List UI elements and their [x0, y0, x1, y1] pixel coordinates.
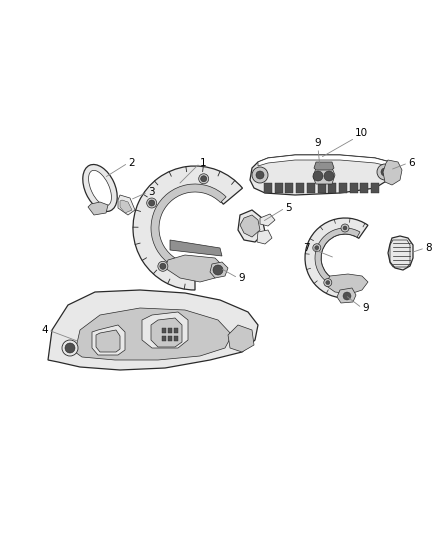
- Polygon shape: [151, 318, 182, 347]
- Polygon shape: [264, 183, 272, 193]
- Polygon shape: [328, 183, 336, 193]
- Polygon shape: [313, 168, 335, 184]
- Polygon shape: [314, 162, 334, 170]
- Polygon shape: [307, 183, 315, 193]
- Polygon shape: [168, 328, 172, 333]
- Circle shape: [147, 198, 157, 208]
- Text: 10: 10: [355, 128, 368, 138]
- Circle shape: [343, 226, 347, 230]
- Circle shape: [256, 171, 264, 179]
- Text: 7: 7: [304, 243, 310, 253]
- Polygon shape: [48, 290, 258, 370]
- Polygon shape: [174, 328, 178, 333]
- Polygon shape: [120, 200, 132, 213]
- Circle shape: [201, 176, 207, 182]
- Polygon shape: [240, 215, 260, 237]
- Polygon shape: [92, 325, 125, 355]
- Polygon shape: [360, 183, 368, 193]
- Circle shape: [343, 292, 351, 300]
- Circle shape: [324, 279, 332, 287]
- Polygon shape: [258, 155, 390, 166]
- Polygon shape: [168, 336, 172, 341]
- Polygon shape: [96, 330, 120, 352]
- Circle shape: [252, 167, 268, 183]
- Polygon shape: [118, 195, 135, 215]
- Circle shape: [324, 171, 334, 181]
- Polygon shape: [371, 183, 379, 193]
- Polygon shape: [350, 183, 357, 193]
- Polygon shape: [257, 230, 272, 244]
- Circle shape: [326, 280, 330, 285]
- Polygon shape: [325, 274, 368, 294]
- Text: 4: 4: [41, 325, 48, 335]
- Circle shape: [213, 265, 223, 275]
- Text: 9: 9: [314, 138, 321, 148]
- Polygon shape: [339, 183, 347, 193]
- Text: 6: 6: [408, 158, 415, 168]
- Circle shape: [381, 168, 389, 176]
- Polygon shape: [210, 262, 228, 278]
- Polygon shape: [275, 183, 283, 193]
- Polygon shape: [250, 155, 393, 195]
- Polygon shape: [260, 214, 275, 226]
- Circle shape: [160, 263, 166, 269]
- Circle shape: [313, 244, 321, 252]
- Circle shape: [158, 261, 168, 271]
- Text: 9: 9: [238, 273, 245, 283]
- Circle shape: [199, 174, 208, 184]
- Circle shape: [65, 343, 75, 353]
- Polygon shape: [388, 236, 413, 270]
- Wedge shape: [151, 184, 226, 272]
- Circle shape: [315, 246, 319, 250]
- Circle shape: [341, 224, 349, 232]
- Text: 8: 8: [425, 243, 431, 253]
- Circle shape: [377, 164, 393, 180]
- Polygon shape: [318, 183, 325, 193]
- Polygon shape: [75, 308, 232, 360]
- Text: 5: 5: [285, 203, 292, 213]
- Wedge shape: [305, 218, 368, 298]
- Wedge shape: [315, 228, 360, 288]
- Wedge shape: [133, 166, 243, 290]
- Ellipse shape: [88, 171, 111, 206]
- Polygon shape: [162, 336, 166, 341]
- Polygon shape: [174, 336, 178, 341]
- Circle shape: [313, 171, 323, 181]
- Polygon shape: [228, 325, 254, 352]
- Ellipse shape: [83, 165, 117, 212]
- Polygon shape: [170, 240, 222, 256]
- Polygon shape: [296, 183, 304, 193]
- Polygon shape: [383, 160, 402, 185]
- Circle shape: [62, 340, 78, 356]
- Polygon shape: [142, 312, 188, 348]
- Polygon shape: [238, 210, 265, 242]
- Polygon shape: [165, 255, 222, 282]
- Polygon shape: [286, 183, 293, 193]
- Polygon shape: [162, 328, 166, 333]
- Text: 9: 9: [362, 303, 369, 313]
- Polygon shape: [337, 288, 356, 303]
- Circle shape: [148, 200, 155, 206]
- Text: 1: 1: [200, 158, 207, 168]
- Text: 2: 2: [128, 158, 134, 168]
- Text: 3: 3: [148, 187, 155, 197]
- Polygon shape: [88, 202, 108, 215]
